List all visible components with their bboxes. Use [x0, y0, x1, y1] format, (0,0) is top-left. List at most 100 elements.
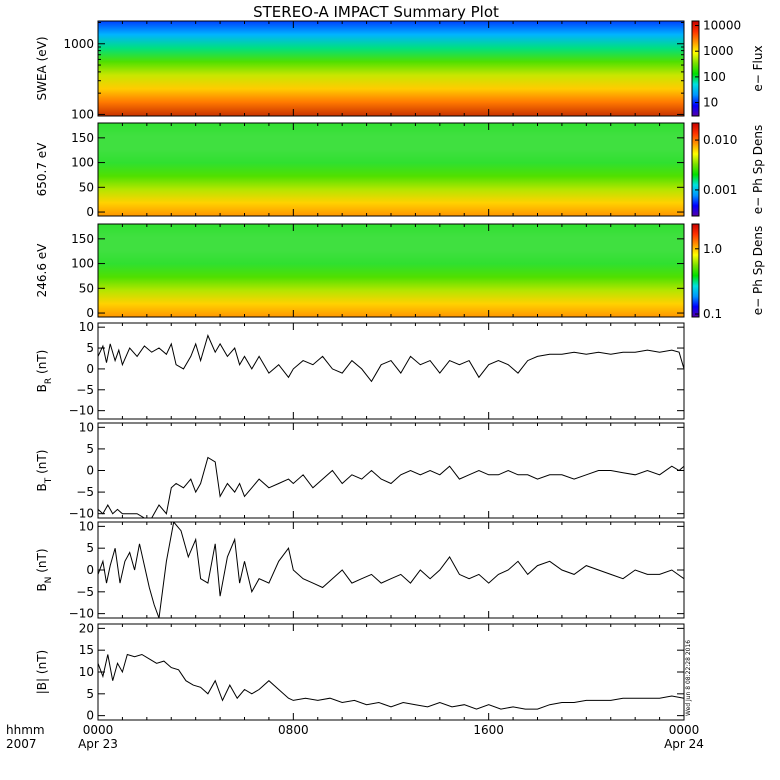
x-tick-date: Apr 24 — [664, 737, 704, 751]
y-tick-label: 5 — [86, 442, 94, 456]
panel-1-y-axis: 100 1000 SWEA (eV) — [35, 21, 684, 121]
y-tick-label: 10 — [79, 519, 94, 533]
colorbar-2: 0.001 0.010 e− Ph Sp Dens — [691, 122, 765, 217]
plot-title: STEREO-A IMPACT Summary Plot — [253, 3, 499, 21]
colorbar-tick-label: 0.001 — [703, 183, 737, 197]
panel-4-x-ticks — [121, 323, 661, 419]
y-tick-label: 10 — [79, 665, 94, 679]
x-tick-date: Apr 23 — [78, 737, 118, 751]
y-label-symbol: |B| — [35, 678, 49, 694]
y-tick-label: 0 — [86, 205, 94, 219]
panel-5-x-ticks — [121, 423, 661, 518]
panel-7-frame — [97, 623, 685, 721]
panel-7-x-ticks — [121, 624, 661, 720]
y-label-symbol: B — [35, 483, 49, 491]
panel-2-x-ticks — [121, 123, 661, 216]
series-line-6 — [98, 522, 684, 618]
timestamp-stamp: Wed Jun 8 08:22:28 2016 — [685, 640, 692, 716]
y-tick-label: 50 — [79, 180, 94, 194]
colorbar-scale — [691, 122, 700, 217]
series-line-7 — [98, 653, 684, 710]
y-tick-label: 0 — [86, 563, 94, 577]
x-tick-label: 0000 — [83, 723, 114, 737]
y-tick-label: 100 — [71, 156, 94, 170]
panel-4-y-axis: −10 −5 0 5 10 BR (nT) — [35, 320, 684, 418]
panel-4-frame — [97, 322, 685, 420]
panel-3-y-label: 246.6 eV — [35, 243, 49, 298]
colorbar-tick-label: 10 — [703, 96, 718, 110]
panel-3-y-axis: 0 50 100 150 246.6 eV — [35, 232, 684, 320]
y-tick-label: 10 — [79, 420, 94, 434]
y-tick-label: 15 — [79, 643, 94, 657]
y-tick-label: −5 — [76, 585, 94, 599]
series-line-5 — [98, 456, 684, 518]
y-tick-label: −10 — [69, 607, 94, 621]
colorbar-label: e− Ph Sp Dens — [751, 226, 765, 315]
x-axis-label-hhmm: hhmm — [6, 723, 45, 737]
x-tick-label: 0000 — [669, 723, 700, 737]
panel-7 — [97, 623, 685, 721]
colorbar-label: e− Flux — [751, 45, 765, 91]
x-tick-label: 0800 — [278, 723, 309, 737]
y-tick-label: 0 — [86, 362, 94, 376]
panel-5-y-label: BT (nT) — [35, 450, 54, 492]
panel-6-y-label: BN (nT) — [35, 548, 54, 591]
y-tick-label: 1000 — [63, 37, 94, 51]
y-tick-label: 150 — [71, 131, 94, 145]
panel-1-y-label: SWEA (eV) — [35, 36, 49, 100]
colorbar-label: e− Ph Sp Dens — [751, 125, 765, 214]
series-line-4 — [98, 334, 684, 383]
y-label-unit: (nT) — [35, 350, 49, 374]
colorbar-tick-label: 1.0 — [703, 242, 722, 256]
y-label-unit: (nT) — [35, 650, 49, 674]
y-label-unit: (nT) — [35, 450, 49, 474]
panel-3-x-ticks — [121, 224, 661, 317]
y-tick-label: 0 — [86, 709, 94, 723]
y-label-subscript: N — [44, 577, 54, 584]
colorbar-tick-label: 100 — [703, 70, 726, 84]
panel-5-y-axis: −10 −5 0 5 10 BT (nT) — [35, 420, 684, 521]
panel-3: 0.1 1.0 e− Ph Sp Dens — [97, 223, 765, 321]
panel-6-frame — [97, 521, 685, 619]
y-tick-label: 10 — [79, 320, 94, 334]
colorbar-scale — [691, 20, 700, 117]
y-tick-label: −10 — [69, 404, 94, 418]
y-tick-label: 5 — [86, 541, 94, 555]
panel-1: 10 100 1000 10000 e− Flux — [97, 19, 765, 117]
y-tick-label: 100 — [71, 257, 94, 271]
y-label-unit: (nT) — [35, 548, 49, 572]
spectrogram-field — [98, 224, 684, 317]
y-tick-label: 0 — [86, 464, 94, 478]
panel-2-y-label: 650.7 eV — [35, 142, 49, 197]
y-label-symbol: B — [35, 583, 49, 591]
panel-2-y-axis: 0 50 100 150 650.7 eV — [35, 131, 684, 219]
y-tick-label: 5 — [86, 687, 94, 701]
panel-7-y-axis: 0 5 10 15 20 |B| (nT) — [35, 621, 684, 723]
x-axis-label-year: 2007 — [6, 737, 37, 751]
y-tick-label: 0 — [86, 306, 94, 320]
colorbar-tick-label: 0.1 — [703, 307, 722, 321]
panel-6-y-axis: −10 −5 0 5 10 BN (nT) — [35, 519, 684, 621]
y-label-subscript: T — [44, 477, 54, 484]
y-tick-label: −5 — [76, 485, 94, 499]
panel-5 — [97, 422, 685, 519]
colorbar-1: 10 100 1000 10000 e− Flux — [691, 19, 765, 117]
y-tick-label: 150 — [71, 232, 94, 246]
panel-4 — [97, 322, 685, 420]
colorbar-tick-label: 1000 — [703, 44, 734, 58]
panel-2: 0.001 0.010 e− Ph Sp Dens — [97, 122, 765, 217]
y-label-symbol: B — [35, 384, 49, 392]
panel-6-x-ticks — [121, 522, 661, 618]
x-tick-label: 1600 — [473, 723, 504, 737]
panel-7-y-label: |B| (nT) — [35, 650, 49, 694]
colorbar-tick-label: 10000 — [703, 19, 741, 33]
spectrogram-field — [98, 21, 684, 116]
colorbar-scale — [691, 223, 700, 318]
panel-5-frame — [97, 422, 685, 519]
colorbar-3: 0.1 1.0 e− Ph Sp Dens — [691, 223, 765, 321]
panel-6 — [97, 521, 685, 619]
panel-4-y-label: BR (nT) — [35, 350, 54, 393]
